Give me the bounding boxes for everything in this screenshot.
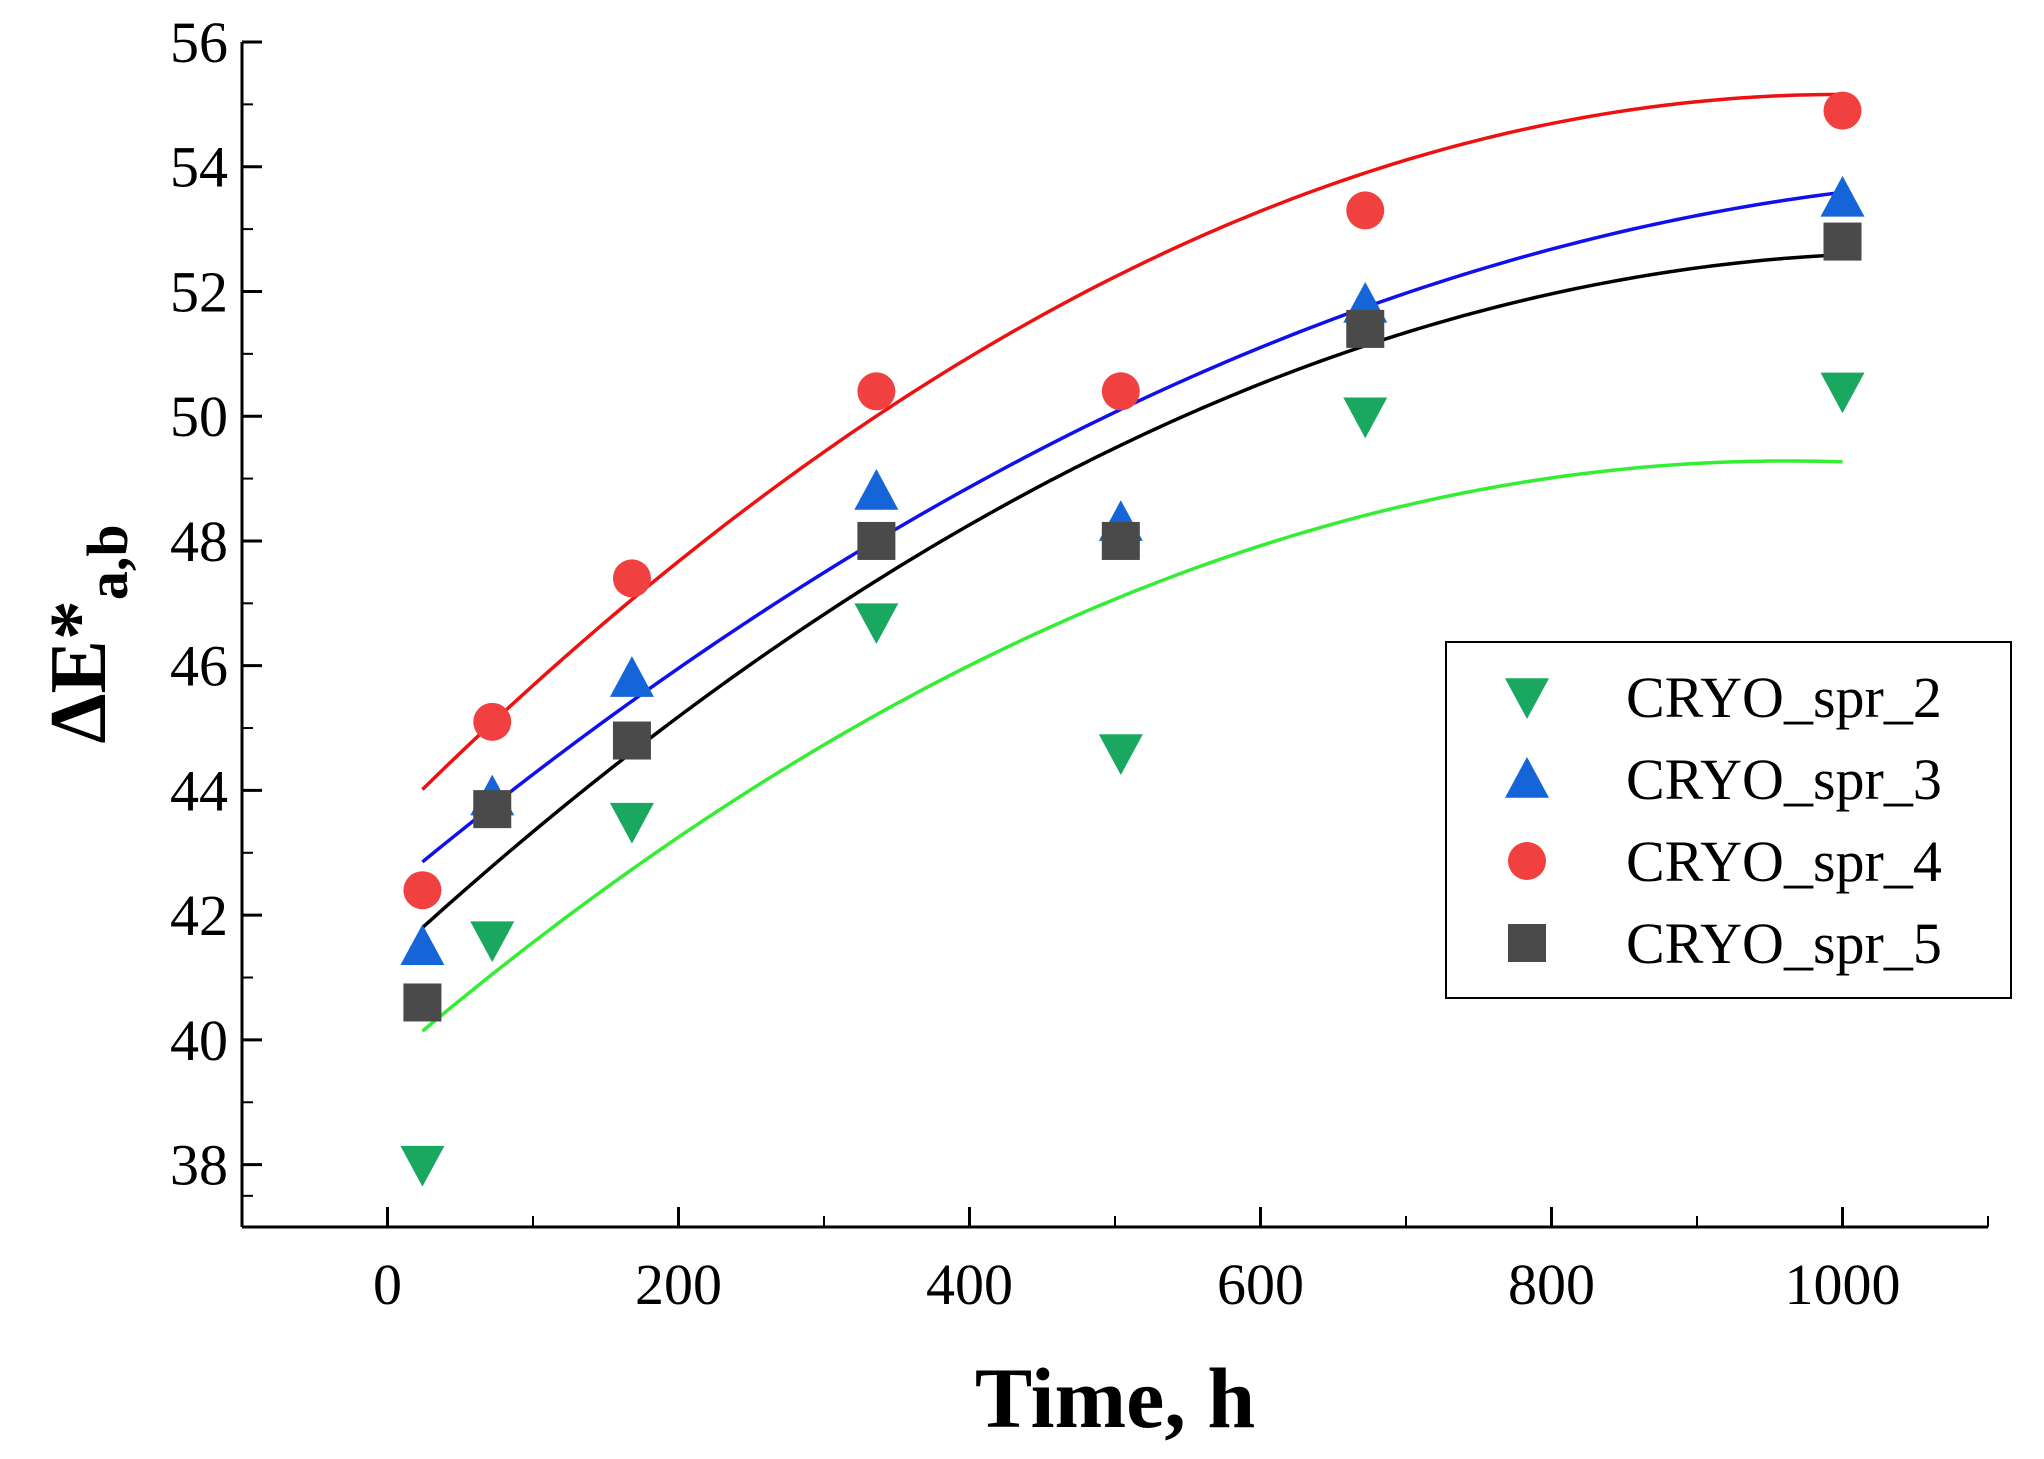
x-tick-label: 600 bbox=[1217, 1252, 1304, 1317]
data-point-cryo-spr-3 bbox=[609, 656, 654, 697]
data-point-cryo-spr-5 bbox=[857, 521, 896, 560]
legend-label-cryo-spr-2: CRYO_spr_2 bbox=[1626, 665, 1942, 730]
data-point-cryo-spr-4 bbox=[473, 702, 512, 741]
fit-curve-cryo-spr-4 bbox=[421, 92, 1843, 791]
data-point-cryo-spr-5 bbox=[473, 790, 512, 829]
data-point-cryo-spr-5 bbox=[1101, 521, 1140, 560]
fit-curves bbox=[421, 92, 1843, 1033]
fit-curve-cryo-spr-2 bbox=[421, 459, 1843, 1033]
data-point-cryo-spr-5 bbox=[403, 983, 442, 1022]
y-tick-label: 54 bbox=[170, 135, 228, 200]
data-point-cryo-spr-4 bbox=[857, 372, 896, 411]
legend-marker-cryo-spr-2 bbox=[1505, 678, 1549, 719]
legend-marker-cryo-spr-5 bbox=[1508, 924, 1546, 962]
ticks: 38 40 42 44 46 48 50 52 54 56 0 200 400 600 800 1000 bbox=[170, 10, 1989, 1317]
data-points bbox=[400, 91, 1865, 1187]
data-point-cryo-spr-2 bbox=[470, 921, 515, 963]
legend-label-cryo-spr-5: CRYO_spr_5 bbox=[1626, 911, 1942, 976]
y-tick-label: 44 bbox=[170, 758, 228, 823]
y-axis-title: ΔE*a,b bbox=[35, 524, 140, 743]
data-point-cryo-spr-2 bbox=[1098, 734, 1143, 775]
data-point-cryo-spr-4 bbox=[1101, 372, 1140, 411]
data-point-cryo-spr-5 bbox=[1346, 309, 1385, 348]
y-axis-title-subscript: a,b bbox=[75, 524, 140, 600]
data-point-cryo-spr-2 bbox=[1820, 372, 1865, 414]
data-point-cryo-spr-5 bbox=[612, 721, 651, 760]
legend: CRYO_spr_2 CRYO_spr_3 CRYO_spr_4 CRYO_spr_5 bbox=[1445, 641, 2012, 999]
y-axis-title-main: ΔE* bbox=[35, 600, 123, 744]
data-point-cryo-spr-3 bbox=[854, 469, 899, 510]
x-tick-label: 0 bbox=[373, 1252, 402, 1317]
data-point-cryo-spr-4 bbox=[403, 871, 442, 910]
data-point-cryo-spr-2 bbox=[400, 1145, 445, 1187]
y-tick-label: 42 bbox=[170, 883, 228, 948]
data-point-cryo-spr-3 bbox=[1820, 175, 1865, 217]
axes bbox=[240, 42, 1988, 1229]
legend-marker-cryo-spr-4 bbox=[1508, 842, 1546, 880]
x-axis-title: Time, h bbox=[975, 1350, 1255, 1446]
data-point-cryo-spr-4 bbox=[1346, 191, 1385, 230]
x-tick-label: 200 bbox=[635, 1252, 722, 1317]
x-tick-label: 1000 bbox=[1785, 1252, 1901, 1317]
y-tick-label: 46 bbox=[170, 634, 228, 699]
data-point-cryo-spr-5 bbox=[1823, 222, 1862, 261]
data-point-cryo-spr-4 bbox=[612, 559, 651, 598]
data-point-cryo-spr-3 bbox=[400, 924, 445, 966]
legend-marker-cryo-spr-3 bbox=[1505, 757, 1549, 798]
y-tick-label: 50 bbox=[170, 384, 228, 449]
y-tick-label: 52 bbox=[170, 259, 228, 324]
x-tick-label: 800 bbox=[1508, 1252, 1595, 1317]
y-tick-label: 56 bbox=[170, 10, 228, 75]
data-point-cryo-spr-4 bbox=[1823, 91, 1862, 130]
y-tick-label: 48 bbox=[170, 509, 228, 574]
x-tick-label: 400 bbox=[926, 1252, 1013, 1317]
legend-label-cryo-spr-3: CRYO_spr_3 bbox=[1626, 747, 1942, 812]
data-point-cryo-spr-2 bbox=[609, 802, 654, 844]
y-tick-label: 40 bbox=[170, 1008, 228, 1073]
y-tick-label: 38 bbox=[170, 1133, 228, 1198]
data-point-cryo-spr-2 bbox=[854, 603, 899, 645]
fit-curve-cryo-spr-5 bbox=[421, 252, 1843, 929]
legend-label-cryo-spr-4: CRYO_spr_4 bbox=[1626, 829, 1942, 894]
data-point-cryo-spr-2 bbox=[1343, 397, 1388, 439]
